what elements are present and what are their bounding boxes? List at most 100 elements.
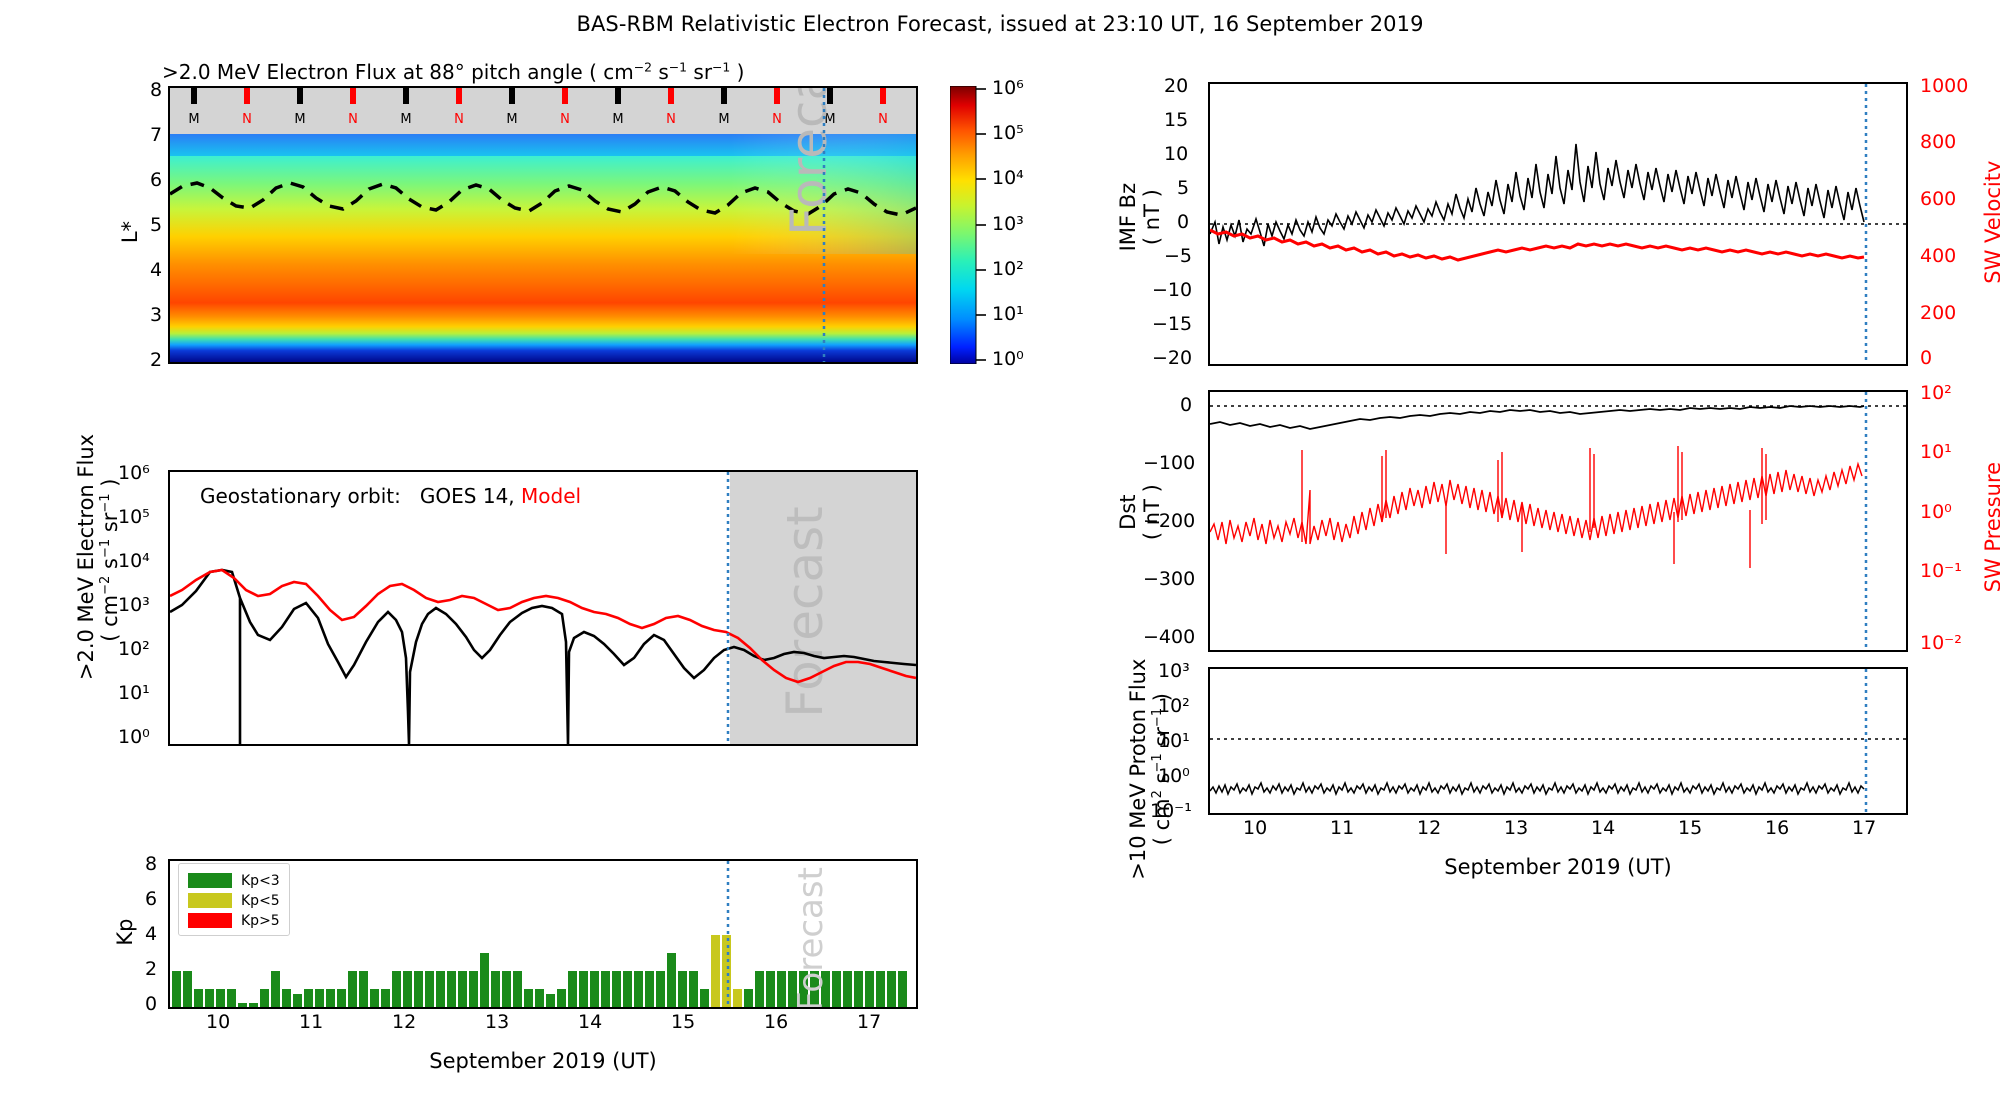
- kp-ytick-2: 2: [145, 958, 158, 980]
- ytick-2: 2: [150, 349, 163, 371]
- svg-text:M: M: [612, 112, 623, 127]
- imf-ytick-0: 0: [1177, 211, 1190, 233]
- kp-legend-item-high: Kp>5: [188, 910, 280, 929]
- page-title: BAS-RBM Relativistic Electron Forecast, …: [576, 12, 1424, 36]
- kp-ytick-4: 4: [145, 923, 158, 945]
- imf-right-ytick-800: 800: [1920, 131, 1957, 153]
- imf-ytick-10: 10: [1164, 143, 1189, 165]
- svg-text:M: M: [188, 112, 199, 127]
- proton-ytick-1em1: 10⁻¹: [1150, 800, 1192, 822]
- svg-text:M: M: [506, 112, 517, 127]
- xtick-right-13: 13: [1504, 817, 1529, 839]
- geo-ytick-1e4: 10⁴: [118, 550, 150, 572]
- colorbar-tick-1e4: 10⁴: [992, 167, 1024, 189]
- geo-ytick-1e5: 10⁵: [118, 506, 150, 528]
- ytick-3: 3: [150, 304, 163, 326]
- geo-legend-label: Geostationary orbit:: [200, 484, 401, 508]
- xtick-right-16: 16: [1765, 817, 1790, 839]
- dst-series-line: [1210, 405, 1865, 430]
- proton-ytick-1e3: 10³: [1158, 660, 1190, 682]
- dst-ytick-m100: −100: [1143, 452, 1196, 474]
- svg-text:N: N: [560, 112, 570, 127]
- geo-ytick-1e1: 10¹: [118, 682, 150, 704]
- xtick-16: 16: [764, 1011, 789, 1033]
- proton-ytick-1e1: 10¹: [1158, 730, 1190, 752]
- panel-dst: Dst ( nT ) 0 −100 −200 −300 −400 10² 10¹…: [1040, 382, 2000, 658]
- kp-ytick-0: 0: [145, 993, 158, 1015]
- subtitle-prefix: >2.0 MeV Electron Flux at 88: [162, 60, 455, 84]
- kp-ytick-6: 6: [145, 888, 158, 910]
- imf-ytick-m10: −10: [1152, 279, 1193, 301]
- proton-ytick-1e2: 10²: [1158, 695, 1190, 717]
- xtick-right-11: 11: [1330, 817, 1355, 839]
- proton-canvas: [1210, 669, 1906, 813]
- imf-ylabel-line2: ( nT ): [1140, 189, 1164, 246]
- dst-right-ytick-1em1: 10⁻¹: [1920, 560, 1962, 582]
- forecast-watermark-geo: Forecast: [776, 506, 834, 718]
- imf-ytick-20: 20: [1164, 75, 1189, 97]
- proton-ytick-1e0: 10⁰: [1158, 765, 1190, 787]
- dst-right-ytick-1em2: 10⁻²: [1920, 632, 1962, 654]
- geo-ytick-1e6: 10⁶: [118, 462, 150, 484]
- imf-right-ytick-400: 400: [1920, 245, 1957, 267]
- geo-legend-goes: GOES 14,: [419, 484, 515, 508]
- flux-map-subtitle: >2.0 MeV Electron Flux at 88° pitch angl…: [162, 60, 744, 84]
- xtick-14: 14: [578, 1011, 603, 1033]
- colorbar-tick-1e5: 10⁵: [992, 122, 1024, 144]
- svg-text:M: M: [824, 112, 835, 127]
- svg-text:N: N: [242, 112, 252, 127]
- svg-text:N: N: [454, 112, 464, 127]
- imf-ytick-15: 15: [1164, 109, 1189, 131]
- imf-right-ytick-600: 600: [1920, 188, 1957, 210]
- sw-pressure-ylabel-line1: SW Pressure: [1980, 461, 2000, 593]
- sw-pressure-ylabel: SW Pressure ( nPa ): [1981, 427, 2000, 627]
- model-series-line: [170, 568, 916, 684]
- subtitle-mid: pitch angle (: [464, 60, 597, 84]
- imf-ytick-m15: −15: [1152, 313, 1193, 335]
- svg-text:M: M: [400, 112, 411, 127]
- mn-markers: M N M N M N M N M N M N M N: [188, 88, 888, 127]
- xtick-right-15: 15: [1678, 817, 1703, 839]
- ytick-4: 4: [150, 259, 163, 281]
- geo-ytick-1e3: 10³: [118, 594, 150, 616]
- panel-imf-bz: IMF Bz ( nT ) 20 15 10 5 0 −5 −10 −15 −2…: [1040, 75, 2000, 378]
- forecast-shaded-region: [730, 472, 916, 744]
- flux-map-plot-area: M N M N M N M N M N M N M N Forecast: [168, 86, 918, 364]
- kp-canvas: Forecast: [172, 861, 907, 1007]
- dst-ytick-m400: −400: [1143, 626, 1196, 648]
- ytick-8: 8: [150, 79, 163, 101]
- kp-legend-item-mid: Kp<5: [188, 890, 280, 909]
- kp-xlabel: September 2019 (UT): [429, 1049, 657, 1073]
- imf-right-ytick-0: 0: [1920, 347, 1933, 369]
- proton-flux-series-line: [1210, 780, 1865, 797]
- colorbar-tick-1e0: 10⁰: [992, 348, 1024, 370]
- dst-ytick-m300: −300: [1143, 568, 1196, 590]
- colorbar: [950, 86, 986, 364]
- panel-kp: Kp 8 6 4 2 0: [0, 845, 1000, 1073]
- proton-xlabel: September 2019 (UT): [1444, 855, 1672, 879]
- colorbar-tick-1e1: 10¹: [992, 303, 1024, 325]
- sw-velocity-ylabel: SW Velocity ( km s−1 ): [1981, 122, 2000, 322]
- geo-ytick-1e0: 10⁰: [118, 726, 150, 748]
- dst-ytick-0: 0: [1180, 394, 1193, 416]
- imf-ylabel-line1: IMF Bz: [1115, 182, 1140, 252]
- colorbar-tick-1e3: 10³: [992, 213, 1024, 235]
- subtitle-units: cm−2 s−1 sr−1: [603, 59, 731, 84]
- kp-legend-label-low: Kp<3: [241, 872, 280, 889]
- kp-legend-swatch-low: [188, 873, 232, 888]
- ytick-7: 7: [150, 124, 163, 146]
- dst-plot-area: [1208, 390, 1908, 652]
- imf-ytick-m5: −5: [1164, 245, 1193, 267]
- svg-text:N: N: [772, 112, 782, 127]
- panel-flux-map: >2.0 MeV Electron Flux at 88° pitch angl…: [0, 55, 1024, 371]
- dst-ylabel-line1: Dst: [1115, 494, 1140, 530]
- geo-plot-area: Forecast: [168, 470, 918, 746]
- flux-map-canvas: M N M N M N M N M N M N M N Forecast: [170, 88, 916, 362]
- sw-pressure-series: [1210, 446, 1863, 568]
- xtick-12: 12: [392, 1011, 417, 1033]
- dst-right-ytick-1e2: 10²: [1920, 382, 1952, 404]
- kp-legend-swatch-mid: [188, 893, 232, 908]
- svg-text:N: N: [878, 112, 888, 127]
- kp-legend-item-low: Kp<3: [188, 870, 280, 889]
